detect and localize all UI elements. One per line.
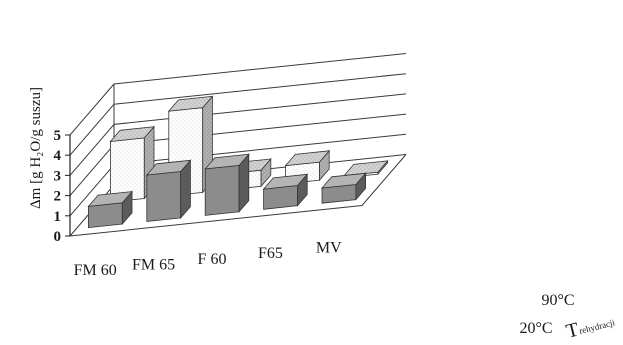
bar-top-face [284, 150, 331, 167]
bar-top-face [167, 95, 214, 112]
bar-front-face [146, 171, 182, 222]
category-label: MV [316, 240, 342, 257]
floor-edge [69, 154, 407, 237]
value-axis-title: Δm [g H₂O/g suszu] [28, 87, 44, 209]
bar-top-face [262, 173, 309, 190]
depth-axis-title: T [564, 319, 581, 343]
bar-20c-0 [87, 190, 133, 229]
value-tick-label: 2 [54, 189, 62, 205]
bar-20c-2 [204, 153, 250, 216]
gridline-5 [69, 53, 407, 136]
bar-90c-0 [109, 125, 155, 203]
category-label: FM 65 [132, 256, 175, 273]
bar-top-face [321, 172, 367, 189]
bar-top-face [87, 191, 133, 207]
bar-front-face [263, 185, 298, 210]
depth-axis-subscript: rehydracji [578, 317, 616, 336]
bars [87, 95, 389, 229]
depth-tick-label: 20°C [519, 320, 552, 337]
value-tick-label: 5 [54, 128, 62, 144]
bar-front-face [88, 202, 123, 229]
bar-top-face [109, 126, 155, 143]
bar-top-face [145, 159, 192, 176]
axes [65, 134, 71, 237]
value-tick-label: 1 [54, 209, 62, 225]
bar-20c-1 [145, 159, 192, 222]
category-label: F65 [258, 245, 283, 262]
category-label: FM 60 [74, 262, 117, 279]
bar-20c-4 [321, 172, 367, 204]
category-label: F 60 [198, 251, 227, 268]
bar-top-face [204, 153, 250, 170]
value-tick-label: 0 [54, 229, 62, 245]
depth-tick-label: 90°C [541, 292, 574, 309]
value-tick-label: 3 [54, 168, 62, 184]
value-tick-label: 4 [54, 148, 62, 164]
bar-20c-3 [262, 173, 309, 210]
bar-front-face [204, 164, 240, 216]
bar-top-face [343, 160, 389, 177]
